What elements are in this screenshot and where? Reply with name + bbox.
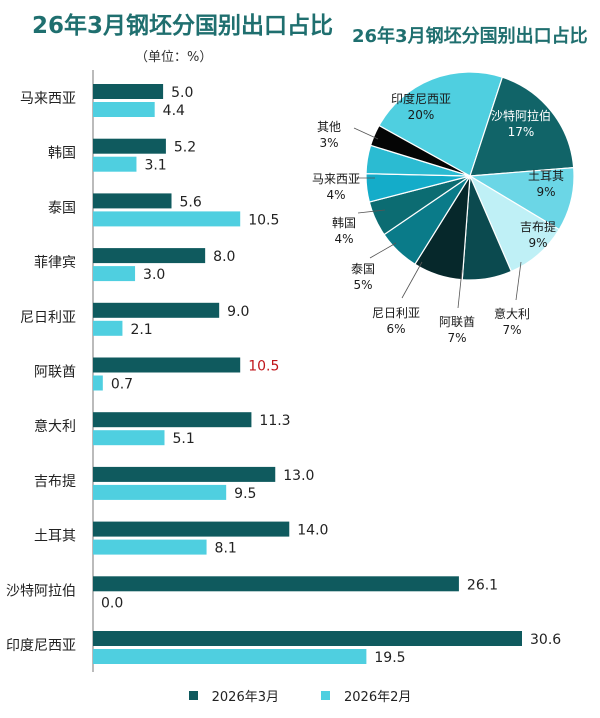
legend-swatch-february [321, 691, 330, 700]
data-label: 0.7 [111, 377, 133, 393]
pie-leader-line [515, 261, 522, 301]
data-label: 19.5 [374, 650, 405, 666]
pie-chart-title: 26年3月钢坯分国别出口占比 [352, 26, 588, 47]
pie-slice-percent: 9% [536, 185, 555, 199]
data-label: 3.1 [144, 158, 166, 174]
category-label: 阿联酋 [34, 364, 76, 381]
bar-february [93, 102, 155, 117]
pie-slice-label: 韩国 [332, 215, 356, 230]
pie-slice-label: 沙特阿拉伯 [491, 108, 551, 123]
category-label: 意大利 [34, 418, 76, 435]
bar-march [93, 302, 220, 318]
category-label: 沙特阿拉伯 [6, 583, 76, 599]
bar-chart-unit: （单位：%） [135, 50, 213, 65]
legend-item-february: 2026年2月 [321, 686, 411, 705]
data-label: 0.0 [101, 595, 123, 611]
pie-slice-percent: 7% [447, 331, 466, 345]
pie-slice-percent: 4% [326, 188, 345, 202]
legend: 2026年3月 2026年2月 [0, 686, 600, 705]
bar-chart-title: 26年3月钢坯分国别出口占比 [32, 13, 334, 39]
data-label: 5.1 [173, 431, 195, 447]
data-label: 8.1 [215, 541, 237, 557]
pie-slice-label: 尼日利亚 [372, 306, 420, 320]
bar-march [93, 138, 166, 154]
pie-leader-line [353, 127, 379, 140]
bar-february [93, 266, 136, 282]
bar-march [93, 84, 164, 99]
pie-slice-percent: 7% [502, 323, 521, 337]
data-label: 8.0 [213, 249, 235, 265]
pie-slice-percent: 9% [528, 236, 547, 250]
data-label: 14.0 [297, 523, 328, 539]
pie-slice [378, 71, 504, 177]
data-label: 30.6 [530, 632, 561, 648]
pie-slice-percent: 5% [353, 278, 372, 292]
pie-leader-line [457, 269, 463, 309]
bar-march [93, 248, 206, 264]
bar-march [93, 576, 459, 592]
data-label: 3.0 [143, 267, 165, 283]
pie-slice-label: 阿联酋 [439, 314, 475, 329]
pie-slice-percent: 6% [386, 322, 405, 336]
bar-march [93, 412, 252, 428]
pie-slice-label: 马来西亚 [312, 172, 360, 186]
data-label: 9.5 [234, 486, 256, 502]
category-label: 吉布提 [34, 474, 76, 490]
bar-february [93, 320, 123, 336]
bar-february [93, 156, 137, 172]
data-label: 10.5 [248, 359, 279, 375]
data-label: 11.3 [259, 413, 290, 429]
category-label: 尼日利亚 [20, 310, 76, 326]
data-label: 10.5 [248, 212, 279, 228]
data-label: 5.2 [174, 140, 196, 156]
data-label: 4.4 [163, 103, 185, 119]
legend-label-february: 2026年2月 [344, 690, 412, 705]
data-label: 2.1 [130, 322, 152, 338]
bar-february [93, 430, 165, 446]
category-label: 土耳其 [34, 529, 76, 545]
bar-february [93, 211, 241, 227]
bar-february [93, 649, 367, 664]
bar-february [93, 375, 103, 391]
bar-march [93, 357, 241, 373]
category-label: 韩国 [48, 146, 76, 162]
legend-label-march: 2026年3月 [211, 690, 279, 705]
data-label: 9.0 [227, 304, 249, 320]
category-label: 泰国 [48, 200, 76, 216]
pie-leader-line [369, 242, 397, 259]
pie-slice-label: 其他 [317, 120, 341, 134]
bar-march [93, 631, 522, 646]
pie-leader-line [357, 209, 386, 214]
pie-slice-percent: 17% [508, 125, 535, 139]
legend-swatch-march [188, 691, 198, 700]
pie-slice [369, 124, 471, 177]
bar-february [93, 484, 227, 500]
bar-march [93, 193, 172, 209]
data-label: 13.0 [283, 468, 314, 484]
pie-chart: 印度尼西亚 20% 沙特阿拉伯 17% 土耳其 9% 吉布提 9% 意大利 7% 阿联酋 7% 尼日利亚… [312, 71, 575, 345]
pie-slice [469, 76, 575, 177]
bar-february [93, 539, 207, 555]
category-label: 马来西亚 [20, 91, 76, 107]
pie-slice-label: 吉布提 [520, 219, 556, 234]
bar-march [93, 521, 290, 537]
pie-slice-label: 意大利 [494, 306, 530, 321]
pie-slice-percent: 4% [334, 232, 353, 246]
data-label: 26.1 [467, 577, 498, 593]
legend-item-march: 2026年3月 [188, 686, 279, 705]
pie-slice-label: 印度尼西亚 [391, 91, 451, 106]
pie-leader-line [401, 261, 423, 299]
pie-slice-label: 泰国 [351, 262, 375, 276]
pie-slice-percent: 20% [408, 108, 435, 122]
pie-slice-percent: 3% [319, 136, 338, 150]
pie-slice-label: 土耳其 [528, 169, 564, 183]
data-label: 5.0 [171, 85, 193, 101]
data-label: 5.6 [180, 194, 202, 210]
bar-march [93, 466, 276, 482]
category-label: 菲律宾 [34, 255, 76, 271]
category-label: 印度尼西亚 [6, 638, 76, 654]
